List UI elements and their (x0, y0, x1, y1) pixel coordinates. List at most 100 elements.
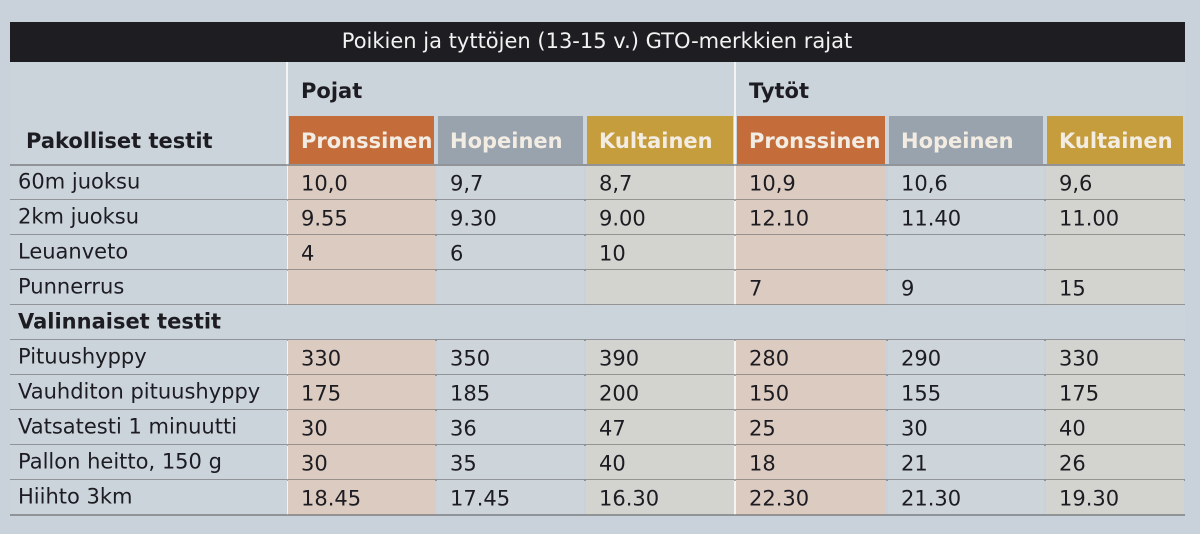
level-label: Kultainen (599, 129, 713, 153)
cell (288, 200, 435, 235)
cell-value: 280 (749, 347, 789, 371)
row-bg (10, 480, 287, 515)
level-label: Kultainen (1059, 129, 1173, 153)
cell (586, 375, 734, 410)
row-label: Pituushyppy (18, 345, 147, 369)
cell-value: 4 (301, 242, 314, 266)
cell (288, 375, 435, 410)
row-bg (10, 235, 287, 270)
cell-value: 40 (599, 452, 626, 476)
cell-value: 155 (901, 382, 941, 406)
cell-value: 16.30 (599, 487, 659, 511)
cell-value: 18.45 (301, 487, 361, 511)
cell (586, 340, 734, 375)
row-bg (10, 270, 287, 305)
cell (736, 375, 886, 410)
cell (1046, 235, 1184, 270)
cell (437, 200, 584, 235)
group-label: Tytöt (749, 79, 809, 103)
level-label: Pronssinen (301, 129, 432, 153)
cell (437, 235, 584, 270)
level-header (587, 116, 733, 164)
cell-value: 10 (599, 242, 626, 266)
cell-value: 10,9 (749, 172, 796, 196)
cell-value: 18 (749, 452, 776, 476)
cell-value: 17.45 (450, 487, 510, 511)
cell-value: 290 (901, 347, 941, 371)
cell (288, 235, 435, 270)
cell (888, 375, 1044, 410)
level-header (438, 116, 583, 164)
cell (736, 480, 886, 515)
cell (888, 200, 1044, 235)
cell (888, 480, 1044, 515)
level-label: Hopeinen (901, 129, 1014, 153)
row-label: Vatsatesti 1 minuutti (18, 415, 237, 439)
cell (1046, 410, 1184, 445)
cell (586, 235, 734, 270)
row-label: Leuanveto (18, 240, 128, 264)
row-label: Hiihto 3km (18, 485, 133, 509)
cell (437, 270, 584, 305)
cell-value: 47 (599, 417, 626, 441)
cell-value: 12.10 (749, 207, 809, 231)
cell-value: 350 (450, 347, 490, 371)
cell (888, 235, 1044, 270)
cell (888, 445, 1044, 480)
cell (437, 375, 584, 410)
cell-value: 6 (450, 242, 463, 266)
cell-value: 21 (901, 452, 928, 476)
cell-value: 30 (901, 417, 928, 441)
section-heading: Valinnaiset testit (18, 310, 221, 334)
cell (1046, 480, 1184, 515)
cell-value: 25 (749, 417, 776, 441)
level-header (737, 116, 885, 164)
cell (288, 270, 435, 305)
cell (1046, 165, 1184, 200)
cell-value: 9 (901, 277, 914, 301)
row-bg (10, 200, 287, 235)
cell (1046, 445, 1184, 480)
cell (586, 445, 734, 480)
cell (888, 270, 1044, 305)
row-label: 2km juoksu (18, 205, 139, 229)
cell-value: 15 (1059, 277, 1086, 301)
level-header (889, 116, 1043, 164)
cell (736, 165, 886, 200)
cell-value: 30 (301, 452, 328, 476)
cell (437, 445, 584, 480)
cell-value: 9,7 (450, 172, 483, 196)
cell-value: 19.30 (1059, 487, 1119, 511)
cell (736, 200, 886, 235)
cell-value: 11.40 (901, 207, 961, 231)
cell (288, 445, 435, 480)
row-label: 60m juoksu (18, 170, 140, 194)
cell-value: 200 (599, 382, 639, 406)
cell-value: 11.00 (1059, 207, 1119, 231)
section-row (10, 305, 1185, 340)
cell-value: 21.30 (901, 487, 961, 511)
level-header (289, 116, 434, 164)
cell (1046, 270, 1184, 305)
cell (288, 410, 435, 445)
level-label: Pronssinen (749, 129, 880, 153)
cell (288, 340, 435, 375)
cell (1046, 200, 1184, 235)
cell (437, 480, 584, 515)
cell (888, 165, 1044, 200)
cell-value: 330 (1059, 347, 1099, 371)
cell (586, 200, 734, 235)
cell (586, 410, 734, 445)
cell-value: 175 (301, 382, 341, 406)
cell (586, 480, 734, 515)
cell-value: 7 (749, 277, 762, 301)
cell-value: 35 (450, 452, 477, 476)
cell (1046, 375, 1184, 410)
cell-value: 22.30 (749, 487, 809, 511)
group-label: Pojat (301, 79, 362, 103)
level-header (1047, 116, 1183, 164)
row-label: Vauhditon pituushyppy (18, 380, 260, 404)
cell (288, 165, 435, 200)
cell (736, 235, 886, 270)
